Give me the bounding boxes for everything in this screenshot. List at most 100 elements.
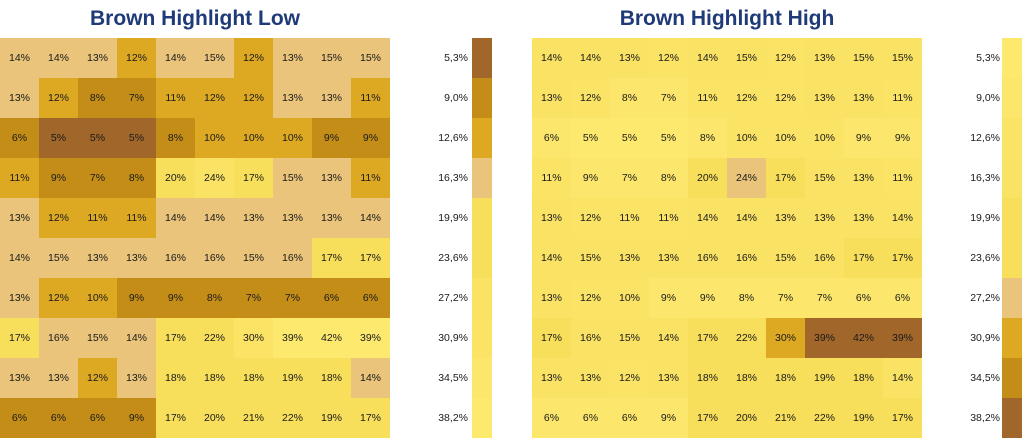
heatmap-cell: 18% bbox=[727, 358, 766, 398]
heatmap-cell: 22% bbox=[273, 398, 312, 438]
heatmap-cell: 19% bbox=[273, 358, 312, 398]
heatmap-cell: 13% bbox=[117, 238, 156, 278]
heatmap-cell: 11% bbox=[610, 198, 649, 238]
heatmap-cell: 17% bbox=[234, 158, 273, 198]
heatmap-cell: 11% bbox=[156, 78, 195, 118]
heatmap-cell: 39% bbox=[883, 318, 922, 358]
heatmap-cell: 12% bbox=[571, 198, 610, 238]
heatmap-cell: 15% bbox=[805, 158, 844, 198]
heatmap-cell: 6% bbox=[532, 398, 571, 438]
heatmap-cell: 7% bbox=[610, 158, 649, 198]
heatmap-cell: 6% bbox=[351, 278, 390, 318]
heatmap-cell: 8% bbox=[156, 118, 195, 158]
heatmap-cell: 39% bbox=[805, 318, 844, 358]
heatmap-cell: 11% bbox=[883, 78, 922, 118]
heatmap-cell: 12% bbox=[571, 278, 610, 318]
heatmap-cell: 8% bbox=[195, 278, 234, 318]
heatmap-cell: 22% bbox=[805, 398, 844, 438]
heatmap-cell: 13% bbox=[234, 198, 273, 238]
heatmap-cell: 12% bbox=[78, 358, 117, 398]
heatmap-cell: 30% bbox=[234, 318, 273, 358]
heatmap-cell: 17% bbox=[766, 158, 805, 198]
legend-swatch bbox=[472, 398, 492, 438]
heatmap-grid-high: 14% 14% 13% 12% 14% 15% 12% 13% 15% 15% 13% 12% 8% 7%… bbox=[532, 38, 922, 438]
heatmap-cell: 21% bbox=[234, 398, 273, 438]
legend-swatch bbox=[472, 158, 492, 198]
heatmap-cell: 8% bbox=[117, 158, 156, 198]
legend-labels-high: 5,3% 9,0% 12,6% 16,3% 19,9% 23,6% 27,2% 30,9% 34… bbox=[956, 38, 1000, 438]
heatmap-cell: 14% bbox=[649, 318, 688, 358]
heatmap-cell: 13% bbox=[273, 38, 312, 78]
heatmap-cell: 17% bbox=[844, 238, 883, 278]
heatmap-cell: 7% bbox=[805, 278, 844, 318]
heatmap-cell: 42% bbox=[844, 318, 883, 358]
heatmap-cell: 15% bbox=[234, 238, 273, 278]
heatmap-cell: 9% bbox=[312, 118, 351, 158]
heatmap-cell: 16% bbox=[805, 238, 844, 278]
heatmap-cell: 11% bbox=[688, 78, 727, 118]
legend-swatch bbox=[1002, 118, 1022, 158]
heatmap-cell: 14% bbox=[117, 318, 156, 358]
heatmap-cell: 12% bbox=[649, 38, 688, 78]
heatmap-cell: 6% bbox=[0, 398, 39, 438]
heatmap-cell: 13% bbox=[312, 158, 351, 198]
legend-label: 19,9% bbox=[970, 212, 1000, 224]
heatmap-cell: 12% bbox=[117, 38, 156, 78]
heatmap-cell: 6% bbox=[39, 398, 78, 438]
heatmap-cell: 24% bbox=[727, 158, 766, 198]
heatmap-cell: 10% bbox=[273, 118, 312, 158]
heatmap-cell: 13% bbox=[0, 78, 39, 118]
heatmap-cell: 9% bbox=[117, 398, 156, 438]
heatmap-cell: 13% bbox=[532, 198, 571, 238]
heatmap-cell: 10% bbox=[234, 118, 273, 158]
heatmap-cell: 17% bbox=[532, 318, 571, 358]
heatmap-cell: 17% bbox=[688, 318, 727, 358]
legend-swatch bbox=[1002, 278, 1022, 318]
heatmap-cell: 9% bbox=[649, 398, 688, 438]
legend-label: 34,5% bbox=[438, 372, 468, 384]
heatmap-cell: 19% bbox=[312, 398, 351, 438]
heatmap-cell: 15% bbox=[844, 38, 883, 78]
heatmap-cell: 13% bbox=[844, 158, 883, 198]
heatmap-cell: 15% bbox=[766, 238, 805, 278]
heatmap-cell: 9% bbox=[649, 278, 688, 318]
chart-title-low: Brown Highlight Low bbox=[90, 7, 300, 30]
legend-label: 16,3% bbox=[438, 172, 468, 184]
heatmap-cell: 7% bbox=[273, 278, 312, 318]
heatmap-cell: 21% bbox=[766, 398, 805, 438]
heatmap-cell: 15% bbox=[39, 238, 78, 278]
heatmap-cell: 15% bbox=[195, 38, 234, 78]
heatmap-cell: 14% bbox=[532, 38, 571, 78]
heatmap-cell: 42% bbox=[312, 318, 351, 358]
legend-swatch bbox=[1002, 398, 1022, 438]
heatmap-cell: 10% bbox=[805, 118, 844, 158]
heatmap-cell: 6% bbox=[312, 278, 351, 318]
heatmap-cell: 14% bbox=[883, 358, 922, 398]
heatmap-cell: 18% bbox=[844, 358, 883, 398]
heatmap-cell: 8% bbox=[727, 278, 766, 318]
heatmap-cell: 13% bbox=[571, 358, 610, 398]
legend-swatch bbox=[1002, 238, 1022, 278]
heatmap-cell: 18% bbox=[688, 358, 727, 398]
heatmap-cell: 10% bbox=[195, 118, 234, 158]
heatmap-cell: 13% bbox=[844, 78, 883, 118]
chart-title-high: Brown Highlight High bbox=[619, 7, 835, 30]
heatmap-cell: 13% bbox=[805, 198, 844, 238]
heatmap-cell: 14% bbox=[195, 198, 234, 238]
heatmap-cell: 11% bbox=[649, 198, 688, 238]
heatmap-cell: 9% bbox=[351, 118, 390, 158]
heatmap-cell: 12% bbox=[610, 358, 649, 398]
heatmap-cell: 17% bbox=[156, 318, 195, 358]
heatmap-cell: 5% bbox=[571, 118, 610, 158]
heatmap-cell: 9% bbox=[883, 118, 922, 158]
heatmap-cell: 14% bbox=[156, 198, 195, 238]
heatmap-cell: 8% bbox=[610, 78, 649, 118]
heatmap-cell: 6% bbox=[0, 118, 39, 158]
legend-label: 30,9% bbox=[438, 332, 468, 344]
heatmap-cell: 17% bbox=[883, 398, 922, 438]
heatmap-cell: 12% bbox=[766, 38, 805, 78]
heatmap-cell: 12% bbox=[39, 78, 78, 118]
heatmap-cell: 12% bbox=[195, 78, 234, 118]
heatmap-cell: 15% bbox=[883, 38, 922, 78]
legend-label: 5,3% bbox=[976, 52, 1000, 64]
